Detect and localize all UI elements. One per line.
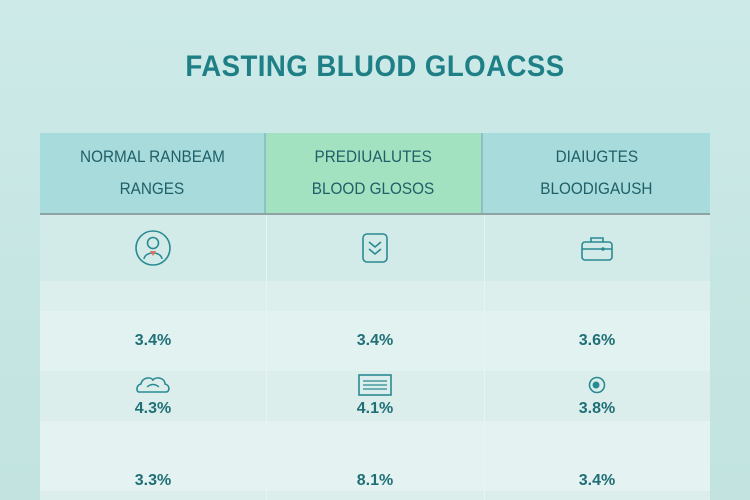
column-header-line1: DIAIUGTES (555, 147, 638, 166)
table-cell (40, 371, 266, 399)
table-cell: 3.4% (484, 451, 710, 500)
column-header-line2: BLOOD GLOSOS (312, 179, 435, 198)
eye-icon (585, 375, 609, 395)
column-header-line2: RANGES (119, 179, 185, 198)
table-cell (484, 223, 710, 273)
value-normal: 4.3% (134, 400, 172, 417)
table-cell: 4.1% (266, 397, 484, 421)
table-cell (40, 223, 266, 273)
value-prediabetes: 3.4% (356, 332, 394, 349)
table-cell (484, 371, 710, 399)
column-header-normal: NORMAL RANBEAM RANGES (40, 133, 266, 213)
column-header-diabetes: DIAIUGTES BLOODIGAUSH (483, 133, 710, 213)
list-icon (357, 373, 393, 397)
page-title: FASTING BLUOD GLOACSS (185, 50, 565, 83)
table-cell: 3.6% (484, 311, 710, 371)
table-cell: 8.1% (266, 451, 484, 500)
column-header-line2: BLOODIGAUSH (540, 179, 653, 198)
table-row-divider (40, 281, 710, 311)
table-row-footer (40, 491, 710, 500)
value-normal: 3.3% (134, 472, 172, 489)
table-cell: 3.8% (484, 397, 710, 421)
table-cell: 4.3% (40, 397, 266, 421)
column-divider (266, 215, 267, 500)
comparison-table: NORMAL RANBEAM RANGES PREDIUALUTES BLOOD… (40, 133, 710, 500)
briefcase-icon (579, 233, 615, 263)
table-cell: 3.3% (40, 451, 266, 500)
shield-icon (360, 231, 390, 265)
value-diabetes: 3.6% (578, 332, 616, 349)
table-cell: 3.4% (266, 311, 484, 371)
table-row (40, 421, 710, 491)
value-prediabetes: 8.1% (356, 472, 394, 489)
column-header-line1: PREDIUALUTES (314, 147, 433, 166)
table-body: 3.4% 3.4% 3.6% (40, 215, 710, 500)
table-cell (266, 223, 484, 273)
table-cell (266, 371, 484, 399)
table-cell: 3.4% (40, 311, 266, 371)
value-diabetes: 3.8% (578, 400, 616, 417)
value-prediabetes: 4.1% (356, 400, 394, 417)
column-header-line1: NORMAL RANBEAM (79, 147, 225, 166)
value-normal: 3.4% (134, 332, 172, 349)
cloud-icon (134, 374, 172, 396)
column-header-prediabetes: PREDIUALUTES BLOOD GLOSOS (266, 133, 483, 213)
table-header: NORMAL RANBEAM RANGES PREDIUALUTES BLOOD… (40, 133, 710, 215)
column-divider (484, 215, 485, 500)
table-row (40, 311, 710, 371)
value-diabetes: 3.4% (578, 472, 616, 489)
person-icon (134, 229, 172, 267)
